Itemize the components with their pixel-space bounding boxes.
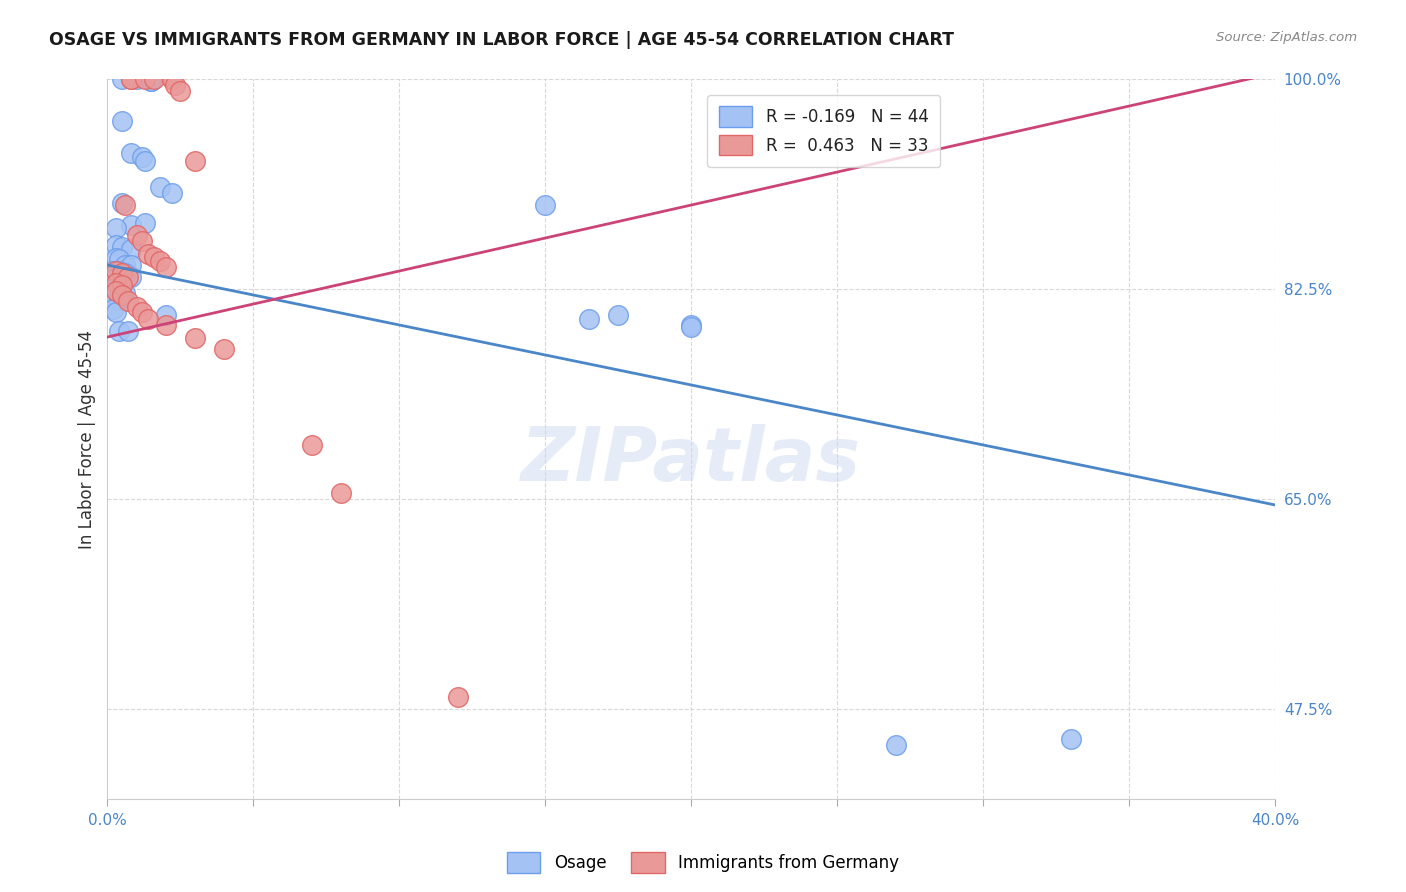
Point bbox=[681, 320, 703, 334]
Point bbox=[125, 227, 148, 242]
Point bbox=[103, 264, 125, 278]
Point bbox=[160, 72, 183, 87]
Point bbox=[447, 690, 470, 704]
Point bbox=[120, 219, 142, 233]
Point bbox=[105, 276, 128, 290]
Point bbox=[141, 74, 163, 88]
Point bbox=[169, 84, 191, 98]
Point bbox=[607, 309, 630, 323]
Point bbox=[105, 220, 128, 235]
Point bbox=[131, 305, 153, 319]
Point bbox=[1060, 732, 1083, 747]
Point bbox=[114, 267, 136, 281]
Point bbox=[120, 243, 142, 257]
Point bbox=[134, 216, 156, 230]
Point bbox=[125, 300, 148, 314]
Point bbox=[149, 254, 172, 268]
Point bbox=[111, 240, 134, 254]
Point bbox=[184, 331, 207, 345]
Point bbox=[103, 302, 125, 317]
Point bbox=[105, 264, 128, 278]
Point bbox=[114, 198, 136, 212]
Point bbox=[149, 180, 172, 194]
Point bbox=[155, 260, 177, 275]
Point bbox=[884, 738, 907, 752]
Point bbox=[301, 438, 323, 452]
Point bbox=[143, 250, 166, 264]
Point bbox=[105, 251, 128, 265]
Point bbox=[578, 312, 600, 326]
Point bbox=[108, 252, 131, 266]
Point bbox=[117, 324, 139, 338]
Point bbox=[534, 198, 557, 212]
Point bbox=[163, 78, 186, 92]
Point bbox=[212, 342, 235, 356]
Point bbox=[120, 258, 142, 272]
Point bbox=[111, 267, 134, 281]
Text: ZIPatlas: ZIPatlas bbox=[522, 424, 862, 497]
Point bbox=[103, 272, 125, 286]
Point bbox=[108, 324, 131, 338]
Point bbox=[160, 186, 183, 200]
Point bbox=[111, 288, 134, 302]
Text: Source: ZipAtlas.com: Source: ZipAtlas.com bbox=[1216, 31, 1357, 45]
Point bbox=[103, 282, 125, 296]
Point bbox=[131, 234, 153, 248]
Point bbox=[134, 153, 156, 168]
Point bbox=[108, 274, 131, 288]
Point bbox=[184, 153, 207, 168]
Y-axis label: In Labor Force | Age 45-54: In Labor Force | Age 45-54 bbox=[79, 329, 96, 549]
Point bbox=[160, 72, 183, 87]
Point bbox=[108, 264, 131, 278]
Point bbox=[117, 270, 139, 285]
Legend: Osage, Immigrants from Germany: Osage, Immigrants from Germany bbox=[501, 846, 905, 880]
Legend: R = -0.169   N = 44, R =  0.463   N = 33: R = -0.169 N = 44, R = 0.463 N = 33 bbox=[707, 95, 941, 167]
Point bbox=[103, 290, 125, 304]
Point bbox=[141, 74, 163, 88]
Point bbox=[155, 309, 177, 323]
Point bbox=[120, 72, 142, 87]
Point bbox=[120, 270, 142, 285]
Point bbox=[111, 195, 134, 210]
Point bbox=[114, 258, 136, 272]
Point bbox=[120, 72, 142, 87]
Point bbox=[108, 293, 131, 307]
Point bbox=[330, 486, 353, 500]
Point bbox=[155, 318, 177, 332]
Point bbox=[136, 312, 159, 326]
Point bbox=[111, 72, 134, 87]
Point bbox=[117, 293, 139, 308]
Point bbox=[681, 318, 703, 332]
Point bbox=[120, 146, 142, 161]
Point bbox=[105, 285, 128, 299]
Point bbox=[105, 305, 128, 319]
Point bbox=[108, 283, 131, 297]
Point bbox=[105, 237, 128, 252]
Point bbox=[134, 72, 156, 87]
Point bbox=[125, 72, 148, 87]
Point bbox=[114, 285, 136, 300]
Point bbox=[111, 114, 134, 128]
Point bbox=[131, 150, 153, 164]
Point bbox=[143, 72, 166, 87]
Text: OSAGE VS IMMIGRANTS FROM GERMANY IN LABOR FORCE | AGE 45-54 CORRELATION CHART: OSAGE VS IMMIGRANTS FROM GERMANY IN LABO… bbox=[49, 31, 955, 49]
Point bbox=[111, 278, 134, 293]
Point bbox=[136, 247, 159, 261]
